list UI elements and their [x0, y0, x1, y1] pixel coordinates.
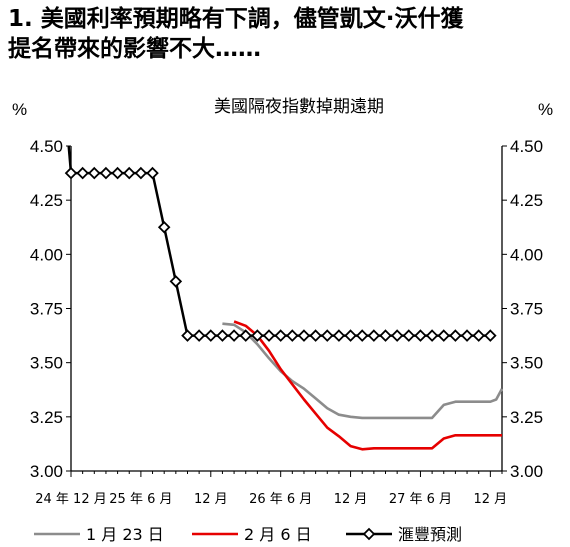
chart-heading: 1. 美國利率預期略有下調，儘管凱文·沃什獲 提名帶來的影響不大…… — [8, 4, 564, 64]
forecast-point — [309, 329, 322, 342]
right-tick-label: 4.00 — [510, 245, 543, 264]
forecast-point — [239, 329, 253, 342]
forecast-point — [437, 329, 451, 342]
series-2-group — [233, 320, 502, 451]
left-tick-label: 3.50 — [30, 354, 63, 373]
x-tick-label: 25 年 6 月 — [109, 492, 172, 507]
series-1-group — [222, 322, 504, 420]
forecast-point — [344, 329, 357, 342]
forecast-point — [204, 329, 218, 342]
forecast-point — [390, 329, 404, 342]
forecast-point — [134, 166, 148, 180]
legend-label: 2 月 6 日 — [244, 525, 312, 544]
forecast-point — [460, 329, 474, 342]
chart-heading-line-1: 1. 美國利率預期略有下調，儘管凱文·沃什獲 — [8, 6, 464, 32]
forecast-point — [472, 329, 485, 342]
right-tick-label: 4.50 — [510, 137, 543, 156]
right-tick-label: 3.25 — [510, 408, 543, 427]
forecast-point — [122, 166, 136, 180]
forecast-point — [146, 166, 159, 180]
forecast-point — [227, 329, 241, 342]
legend-label: 滙豐預測 — [398, 525, 462, 544]
left-tick-label: 3.75 — [30, 300, 63, 319]
right-tick-label: 3.00 — [510, 462, 543, 481]
left-tick-label: 4.50 — [30, 137, 63, 156]
forecast-point — [216, 329, 229, 342]
x-tick-label: 12 月 — [334, 492, 368, 507]
left-tick-label: 3.25 — [30, 408, 63, 427]
right-tick-label: 3.50 — [510, 354, 543, 373]
forecast-point — [181, 329, 194, 342]
forecast-point — [379, 329, 392, 342]
forecast-point — [414, 329, 427, 342]
forecast-point — [320, 329, 334, 342]
legend-label: 1 月 23 日 — [86, 525, 164, 544]
x-tick-label: 27 年 6 月 — [389, 492, 452, 507]
chart-subtitle: 美國隔夜指數掉期遠期 — [214, 97, 384, 117]
forecast-group — [64, 145, 497, 342]
chart-legend: 1 月 23 日 2 月 6 日 滙豐預測 — [34, 525, 462, 544]
chart-heading-line-2: 提名帶來的影響不大…… — [8, 36, 261, 62]
x-tick-label: 24 年 12 月 — [35, 492, 106, 507]
x-tick-label: 26 年 6 月 — [249, 492, 312, 507]
forecast-point — [192, 329, 206, 342]
forecast-point — [297, 329, 311, 342]
forecast-point — [425, 329, 439, 342]
chart-series — [64, 145, 504, 451]
forecast-point — [484, 329, 497, 342]
forecast-point — [99, 166, 113, 180]
x-tick-label: 12 月 — [194, 492, 228, 507]
forecast-point — [355, 329, 369, 342]
forecast-point — [274, 329, 287, 342]
right-tick-label: 3.75 — [510, 300, 543, 319]
series-2-line — [233, 320, 502, 451]
forecast-point — [367, 329, 381, 342]
forecast-point — [111, 166, 124, 180]
forecast-point — [64, 166, 78, 180]
forecast-point — [286, 329, 299, 342]
left-tick-label: 4.25 — [30, 191, 63, 210]
forecast-point — [88, 166, 101, 180]
right-axis-unit: % — [538, 100, 553, 119]
chart-axes: 4.50 4.50 4.25 4.25 4.00 4.00 3.75 3.75 3.50 3.50… — [30, 137, 543, 507]
forecast-line — [71, 171, 491, 337]
left-tick-label: 3.00 — [30, 462, 63, 481]
forecast-point — [402, 329, 416, 342]
forecast-point — [262, 329, 276, 342]
forecast-point — [76, 166, 89, 180]
series-1-line — [222, 322, 504, 420]
forecast-point — [157, 220, 171, 234]
right-tick-label: 4.25 — [510, 191, 543, 210]
forecast-point — [332, 329, 346, 342]
forecast-point — [251, 329, 264, 342]
left-axis-unit: % — [12, 100, 27, 119]
legend-marker — [362, 527, 376, 541]
x-tick-label: 12 月 — [474, 492, 508, 507]
left-tick-label: 4.00 — [30, 245, 63, 264]
forecast-point — [449, 329, 462, 342]
forecast-point — [169, 275, 183, 288]
